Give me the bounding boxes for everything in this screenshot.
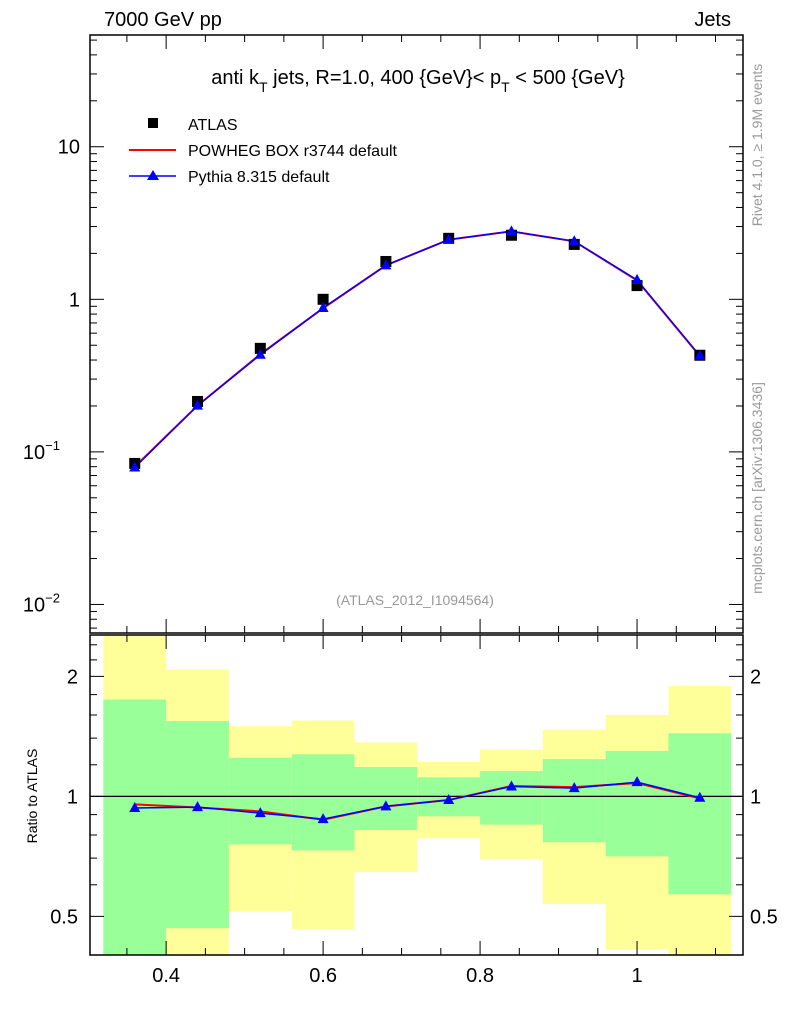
pythia-marker — [380, 259, 392, 270]
pythia-line — [134, 230, 701, 469]
ratio-y-tick-label-right: 0.5 — [750, 906, 778, 928]
y-tick-label-base: 10 — [58, 137, 80, 159]
x-tick-label: 0.4 — [152, 965, 180, 987]
legend-powheg-label: POWHEG BOX r3744 default — [188, 143, 398, 160]
uncertainty-band-inner — [668, 733, 732, 895]
legend-pythia-label: Pythia 8.315 default — [188, 169, 330, 186]
ratio-y-tick-label-right: 2 — [750, 666, 761, 688]
uncertainty-band-inner — [480, 771, 543, 825]
ratio-y-tick-label: 2 — [67, 666, 78, 688]
pythia-marker — [568, 235, 580, 246]
y-tick-label: 10 — [58, 137, 80, 159]
y-tick-label: 1 — [69, 289, 80, 311]
legend-atlas-marker — [148, 118, 158, 128]
ratio-ylabel: Ratio to ATLAS — [24, 749, 40, 844]
pythia-marker — [694, 349, 706, 360]
watermark: (ATLAS_2012_I1094564) — [336, 592, 494, 608]
pythia-ratio-marker — [694, 791, 706, 802]
uncertainty-band-inner — [166, 721, 229, 929]
pythia-marker — [254, 348, 266, 359]
main-frame — [89, 34, 744, 634]
pythia-ratio-marker — [443, 794, 455, 805]
y-tick-label-base: 1 — [69, 289, 80, 311]
atlas-data-point — [317, 293, 329, 305]
legend-pythia-marker — [147, 170, 159, 180]
uncertainty-band-inner — [228, 757, 292, 845]
legend: ATLAS POWHEG BOX r3744 default Pythia 8.… — [129, 117, 398, 186]
pythia-ratio-marker — [505, 780, 517, 791]
ratio-y-tick-label: 1 — [67, 786, 78, 808]
header-left: 7000 GeV pp — [104, 9, 222, 31]
pythia-ratio-marker — [254, 807, 266, 818]
pythia-ratio-marker — [631, 776, 643, 787]
y-tick-label-base: 10 — [23, 442, 45, 464]
y-tick-label-exponent: −2 — [45, 590, 60, 605]
ratio-panel: 0.5 0.5 1 1 2 2 0.4 0.6 0.8 1 — [50, 634, 778, 987]
legend-atlas-label: ATLAS — [188, 117, 238, 134]
rivet-label: Rivet 4.1.0, ≥ 1.9M events — [749, 64, 765, 227]
y-tick-label: 10−2 — [23, 590, 60, 616]
ratio-y-tick-label: 0.5 — [50, 906, 78, 928]
uncertainty-band-inner — [291, 754, 355, 851]
pythia-marker — [443, 233, 455, 244]
pythia-marker — [505, 225, 517, 236]
ratio-frame — [89, 634, 744, 956]
atlas-data-point — [254, 342, 266, 354]
uncertainty-band-inner — [605, 750, 669, 857]
pythia-ratio-marker — [129, 802, 141, 813]
pythia-marker — [631, 273, 643, 284]
pythia-marker — [192, 399, 204, 410]
x-tick-label: 1 — [631, 965, 642, 987]
y-tick-label-exponent: −1 — [45, 438, 60, 453]
ratio-y-tick-label-right: 1 — [750, 786, 761, 808]
pythia-ratio-marker — [317, 813, 329, 824]
chart-title: anti kT jets, R=1.0, 400 {GeV}< pT < 500… — [211, 67, 625, 95]
pythia-ratio-line — [134, 781, 701, 820]
pythia-marker — [129, 461, 141, 472]
x-tick-label: 0.6 — [309, 965, 337, 987]
pythia-ratio-marker — [192, 801, 204, 812]
y-tick-label: 10−1 — [23, 438, 60, 464]
pythia-marker — [317, 302, 329, 313]
y-tick-label-base: 10 — [23, 594, 45, 616]
pythia-ratio-marker — [568, 782, 580, 793]
mcplots-label: mcplots.cern.ch [arXiv:1306.3436] — [749, 382, 765, 594]
uncertainty-band-inner — [354, 766, 418, 831]
atlas-data-point — [631, 280, 643, 292]
header-right: Jets — [694, 9, 731, 31]
x-tick-label: 0.8 — [466, 965, 494, 987]
uncertainty-band-inner — [103, 699, 167, 955]
pythia-ratio-marker — [380, 800, 392, 811]
uncertainty-band-inner — [542, 759, 606, 843]
